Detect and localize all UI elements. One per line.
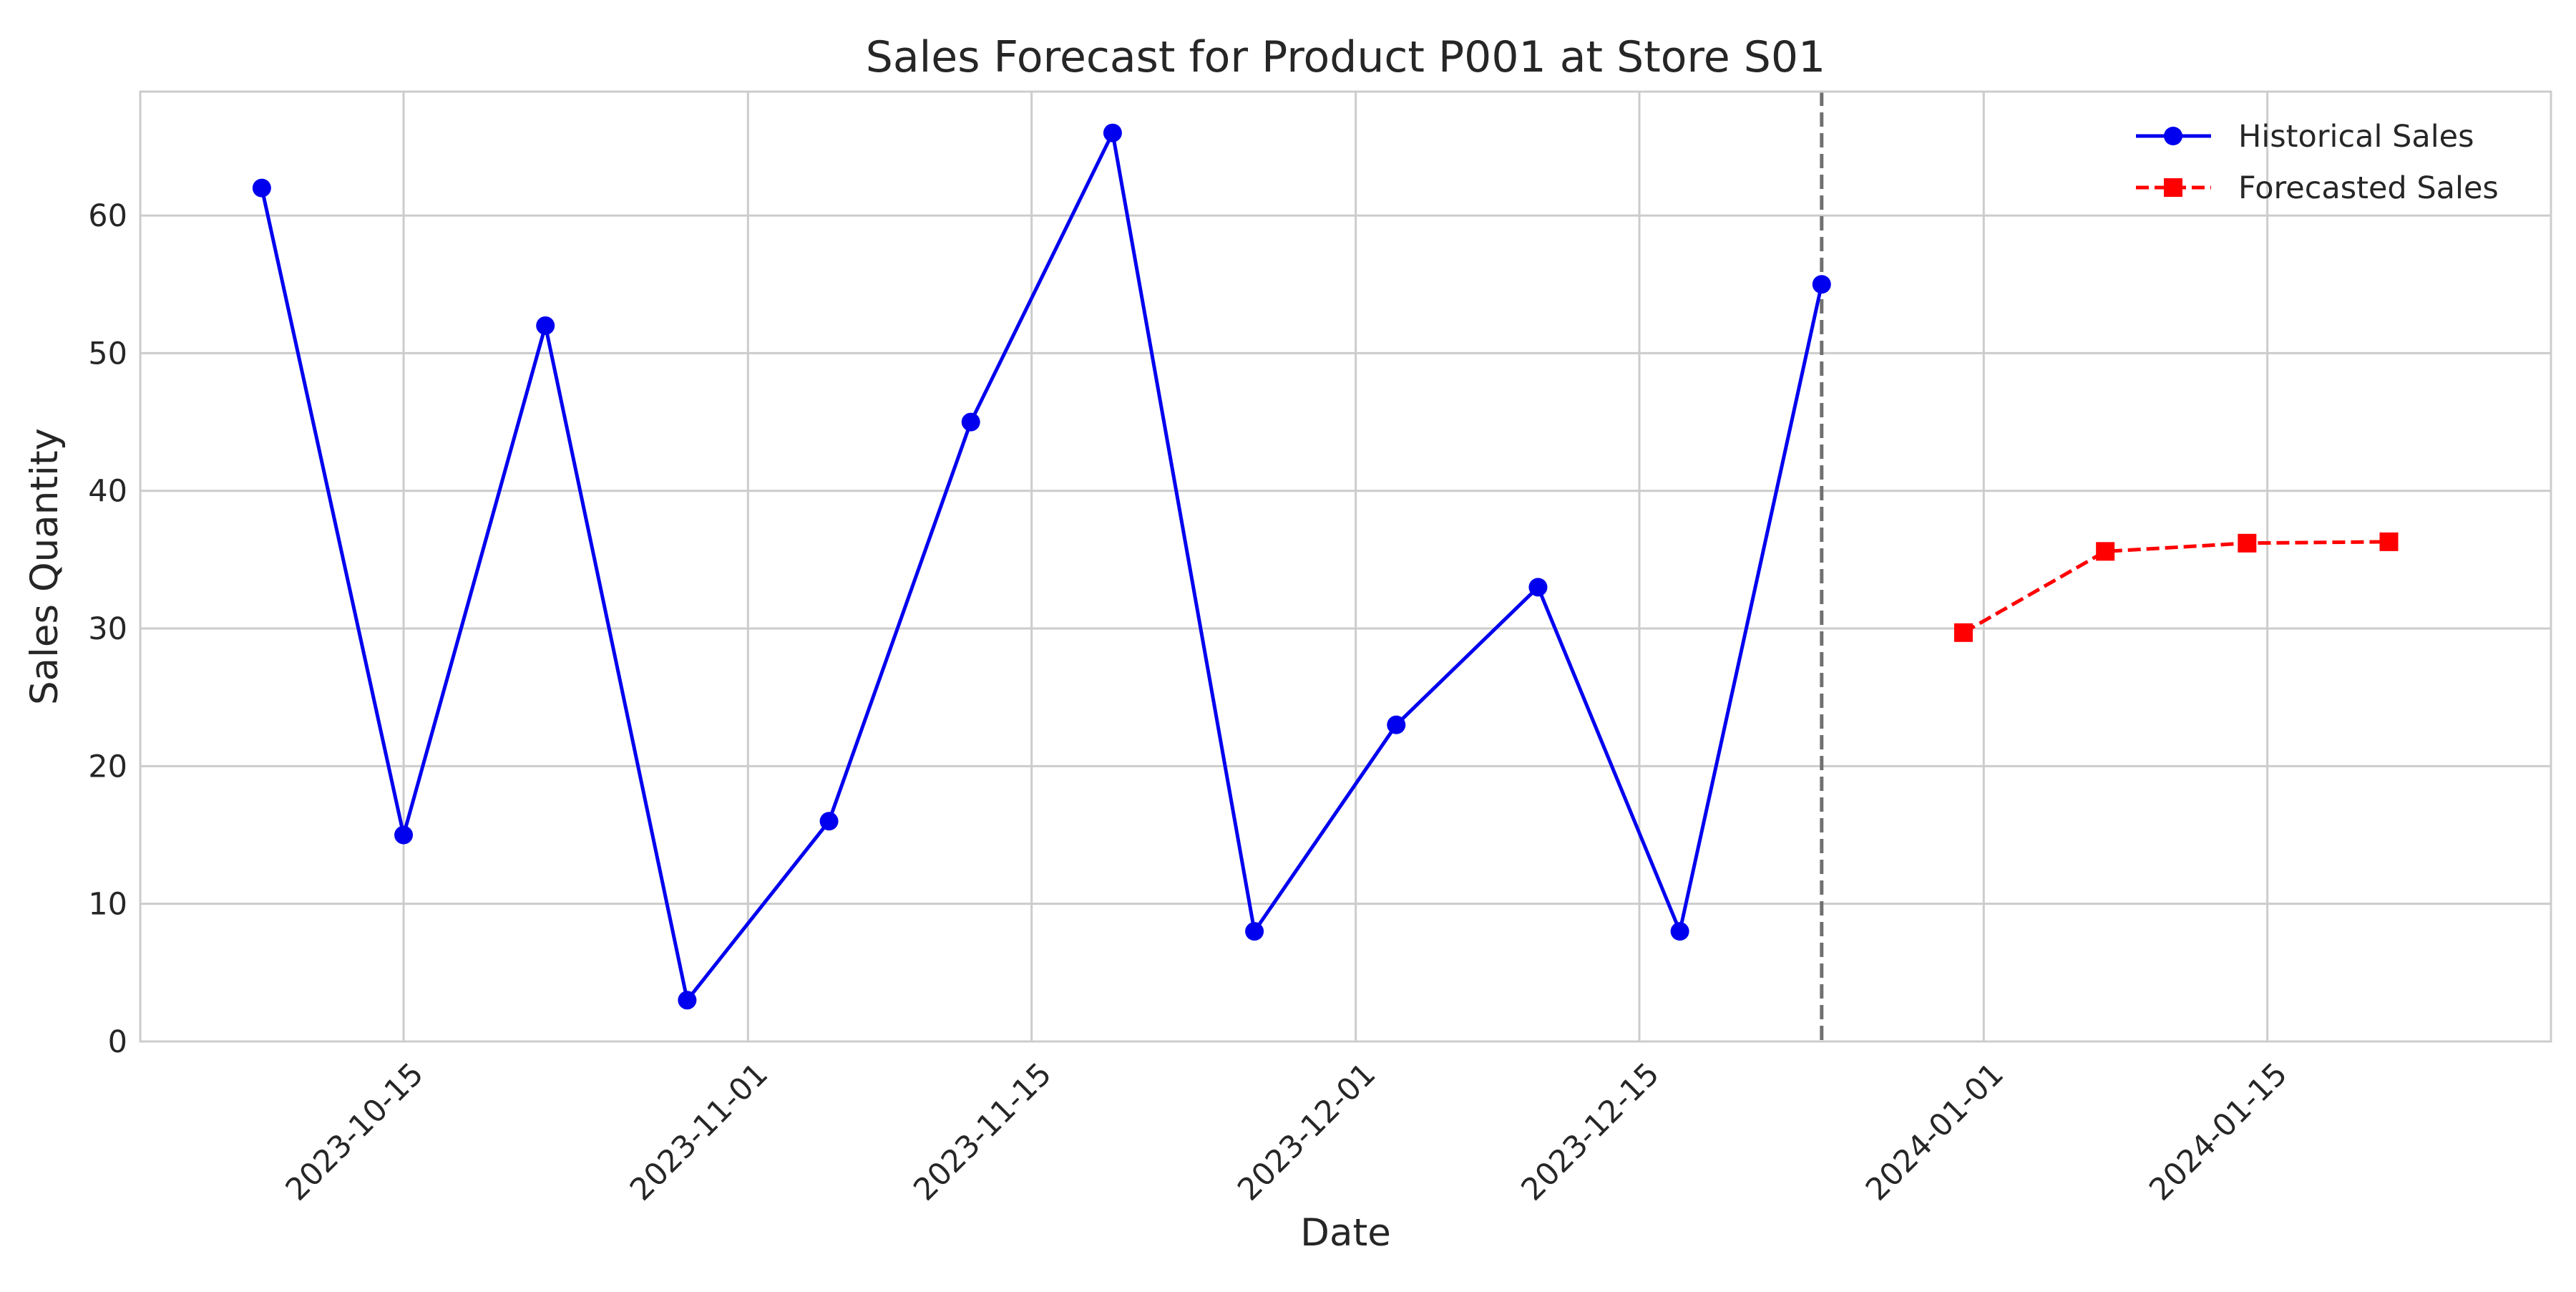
y-axis-label: Sales Quantity — [23, 428, 67, 705]
y-axis-ticks: 0 10 20 30 40 50 60 — [88, 198, 127, 1060]
y-tick-label: 60 — [88, 198, 127, 234]
data-point — [252, 178, 271, 198]
data-point — [1245, 922, 1264, 941]
x-axis-label: Date — [1300, 1211, 1391, 1255]
data-point — [819, 812, 839, 831]
data-point — [2096, 542, 2115, 561]
data-point — [536, 316, 555, 335]
data-point — [678, 991, 697, 1010]
legend-marker — [2164, 127, 2182, 145]
series-forecast — [1953, 532, 2399, 642]
series-line — [260, 131, 1824, 1002]
chart-title: Sales Forecast for Product P001 at Store… — [866, 32, 1825, 82]
series-line — [1962, 540, 2389, 634]
data-point — [1670, 922, 1689, 941]
data-point — [394, 825, 414, 845]
series-historical — [252, 123, 1831, 1010]
legend-label: Historical Sales — [2238, 119, 2474, 155]
y-tick-label: 30 — [88, 611, 127, 647]
series — [252, 123, 2399, 1010]
legend-item: Forecasted Sales — [2136, 170, 2499, 206]
data-point — [2238, 533, 2257, 553]
legend-label: Forecasted Sales — [2238, 170, 2499, 206]
data-point — [961, 412, 980, 432]
plot-frame — [139, 90, 2552, 1043]
grid — [140, 92, 2551, 1043]
y-tick-label: 20 — [88, 749, 127, 785]
legend-marker — [2164, 178, 2182, 197]
data-point — [1387, 715, 1406, 734]
legend-item: Historical Sales — [2136, 119, 2474, 155]
data-point — [1812, 275, 1831, 294]
y-tick-label: 0 — [108, 1024, 127, 1060]
data-point — [1103, 123, 1122, 142]
data-point — [1528, 578, 1548, 597]
data-point — [1953, 623, 1973, 642]
y-tick-label: 50 — [88, 336, 127, 371]
legend: Historical Sales Forecasted Sales — [2136, 119, 2499, 206]
data-point — [2379, 532, 2399, 551]
y-tick-label: 40 — [88, 474, 127, 510]
y-tick-label: 10 — [88, 887, 127, 923]
